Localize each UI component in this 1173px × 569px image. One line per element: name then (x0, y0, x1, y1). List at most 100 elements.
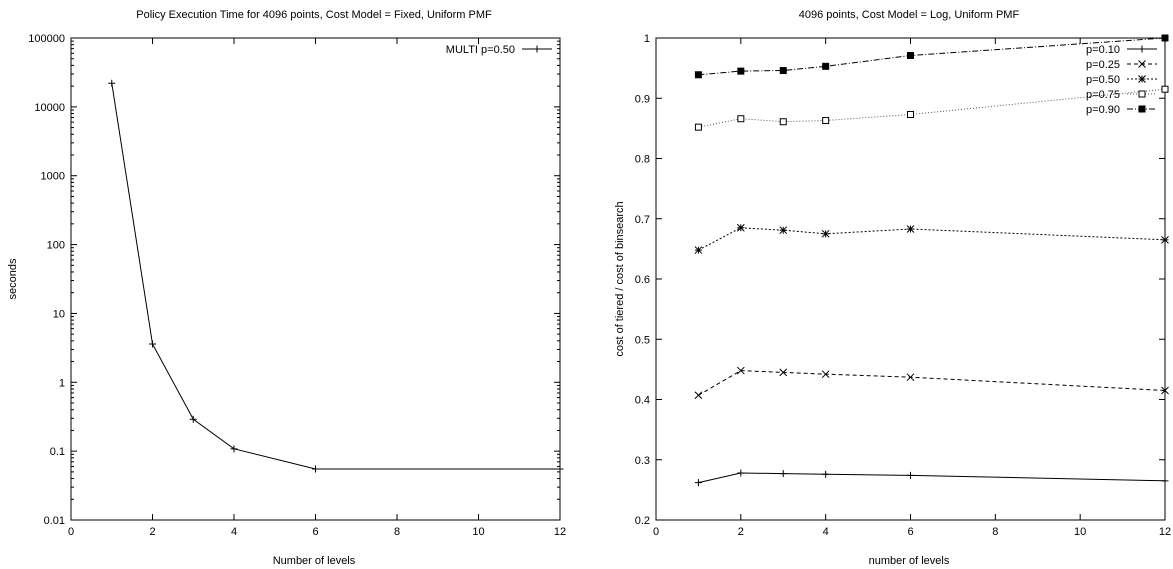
right-chart-x-axis-label: number of levels (869, 555, 950, 567)
right-series-line (698, 472, 1166, 484)
right-legend-item: p=0.90 (1086, 104, 1157, 116)
right-data-point (1161, 386, 1169, 395)
right-data-point (821, 229, 830, 238)
left-data-point (556, 465, 564, 473)
right-y-tick-label: 0.5 (635, 334, 650, 346)
right-y-tick-label: 0.8 (635, 154, 650, 166)
left-data-point (230, 445, 238, 453)
right-data-point (779, 118, 787, 126)
left-plot-frame (70, 37, 561, 521)
right-data-point (906, 373, 915, 382)
right-data-point (779, 226, 788, 235)
left-x-tick-label: 6 (312, 526, 318, 538)
right-chart-title: 4096 points, Cost Model = Log, Uniform P… (799, 9, 1020, 21)
right-x-tick-label: 0 (653, 526, 659, 538)
left-y-tick-label: 10000 (34, 102, 65, 114)
right-data-point (779, 470, 787, 478)
right-data-point (694, 123, 702, 131)
right-legend-label: p=0.25 (1086, 59, 1120, 71)
left-series-line (111, 83, 560, 470)
right-chart-y-axis-label: cost of tiered / cost of binsearch (614, 201, 626, 356)
left-y-tick-label: 100000 (28, 33, 65, 45)
left-x-tick-label: 4 (231, 526, 237, 538)
right-data-point (779, 67, 787, 75)
right-data-point (907, 111, 914, 119)
left-chart-title: Policy Execution Time for 4096 points, C… (136, 9, 492, 21)
right-data-point (1161, 85, 1169, 93)
right-y-tick-label: 0.2 (635, 515, 650, 527)
right-series-p-0-25 (694, 366, 1169, 400)
right-x-tick-label: 6 (907, 526, 913, 538)
left-data-point (189, 415, 197, 423)
right-data-point (694, 479, 702, 487)
right-y-tick-label: 0.7 (635, 214, 650, 226)
right-legend-label: p=0.50 (1086, 74, 1120, 86)
left-y-tick-label: 100 (47, 240, 65, 252)
right-series-p-0-10 (694, 469, 1169, 487)
left-legend-item: MULTI p=0.50 (446, 44, 552, 56)
right-series-p-0-90 (694, 34, 1169, 79)
right-data-point (822, 470, 830, 478)
right-series-line (698, 88, 1166, 128)
right-data-point (906, 225, 915, 233)
right-data-point (822, 117, 830, 125)
right-series-line (698, 370, 1166, 396)
right-y-tick-label: 0.3 (635, 455, 650, 467)
left-data-point (312, 465, 319, 473)
right-data-point (907, 51, 914, 59)
right-data-point (736, 223, 745, 232)
left-y-tick-label: 0.1 (50, 446, 65, 458)
left-x-tick-label: 10 (472, 526, 484, 538)
right-series-p-0-50 (694, 223, 1169, 254)
right-x-tick-label: 12 (1159, 526, 1171, 538)
right-series-line (698, 227, 1166, 251)
right-legend-label: p=0.75 (1086, 89, 1120, 101)
right-legend-marker (1138, 60, 1146, 68)
left-x-tick-label: 0 (68, 526, 74, 538)
right-legend-label: p=0.10 (1086, 44, 1120, 56)
left-chart-x-axis-label: Number of levels (273, 555, 356, 567)
left-data-point (108, 79, 116, 87)
right-data-point (821, 370, 830, 379)
right-data-point (737, 469, 745, 477)
left-y-tick-label: 10 (53, 308, 65, 320)
right-x-tick-label: 4 (823, 526, 829, 538)
left-x-tick-label: 12 (554, 526, 566, 538)
right-series-line (698, 37, 1166, 76)
right-data-point (694, 71, 702, 79)
right-data-point (737, 67, 745, 75)
left-y-tick-label: 0.01 (44, 515, 65, 527)
left-x-tick-label: 8 (394, 526, 400, 538)
right-x-tick-label: 10 (1074, 526, 1086, 538)
right-data-point (694, 246, 703, 254)
right-series-p-0-75 (694, 85, 1169, 131)
left-x-tick-label: 2 (149, 526, 155, 538)
right-legend-marker (1138, 75, 1146, 83)
right-legend-marker (1138, 45, 1146, 53)
right-data-point (737, 115, 745, 123)
left-chart-y-axis-label: seconds (7, 258, 19, 299)
right-y-tick-label: 0.9 (635, 93, 650, 105)
right-data-point (1161, 235, 1169, 244)
left-series-multi-p-0-50 (108, 79, 564, 473)
right-y-tick-label: 1 (644, 33, 650, 45)
right-data-point (907, 471, 914, 479)
right-data-point (736, 366, 745, 375)
right-legend-label: p=0.90 (1086, 104, 1120, 116)
right-data-point (1161, 477, 1169, 485)
right-y-tick-label: 0.4 (635, 395, 650, 407)
right-chart: 4096 points, Cost Model = Log, Uniform P… (614, 9, 1171, 567)
left-legend-label: MULTI p=0.50 (446, 44, 515, 56)
right-data-point (1161, 34, 1169, 42)
right-data-point (779, 368, 788, 377)
right-legend-item: p=0.10 (1086, 44, 1157, 56)
right-legend-item: p=0.50 (1086, 74, 1157, 86)
right-legend-marker (1138, 105, 1146, 113)
right-data-point (694, 391, 703, 400)
left-data-point (149, 340, 156, 348)
right-legend-item: p=0.25 (1086, 59, 1157, 71)
right-legend-marker (1138, 90, 1146, 98)
left-y-tick-label: 1 (59, 377, 65, 389)
left-chart: Policy Execution Time for 4096 points, C… (7, 9, 566, 567)
